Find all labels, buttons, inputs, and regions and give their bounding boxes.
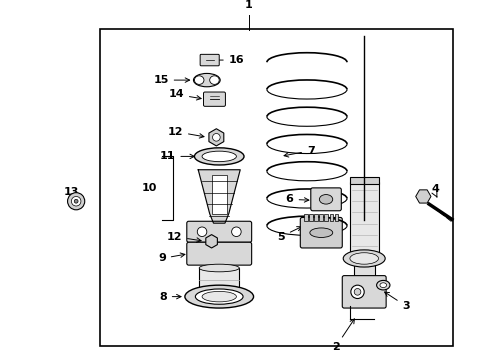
Bar [349, 182, 378, 254]
FancyBboxPatch shape [186, 221, 251, 242]
Text: 12: 12 [166, 231, 201, 242]
Ellipse shape [376, 280, 389, 290]
Bar [211, 175, 226, 213]
Circle shape [74, 199, 78, 203]
Ellipse shape [199, 291, 239, 298]
FancyBboxPatch shape [203, 92, 225, 106]
Bar [324, 213, 327, 221]
Ellipse shape [202, 151, 236, 162]
Text: 3: 3 [384, 292, 409, 311]
Text: 11: 11 [160, 152, 194, 161]
Ellipse shape [349, 253, 378, 264]
Text: 7: 7 [284, 146, 314, 157]
FancyBboxPatch shape [300, 217, 342, 248]
Text: 12: 12 [167, 127, 203, 138]
Circle shape [67, 193, 84, 210]
Ellipse shape [194, 76, 203, 84]
Text: 6: 6 [285, 194, 308, 204]
Ellipse shape [379, 283, 386, 288]
Text: 4: 4 [431, 184, 439, 194]
Polygon shape [198, 170, 240, 223]
Ellipse shape [231, 227, 241, 237]
Ellipse shape [193, 73, 220, 87]
Ellipse shape [343, 250, 385, 267]
Text: 5: 5 [277, 227, 301, 242]
Bar [353, 265, 374, 286]
Bar [319, 213, 323, 221]
FancyBboxPatch shape [342, 276, 386, 308]
Ellipse shape [184, 285, 253, 308]
Text: 2: 2 [331, 319, 354, 352]
Text: 8: 8 [159, 292, 181, 302]
Ellipse shape [194, 148, 244, 165]
Bar [304, 213, 307, 221]
Text: 10: 10 [142, 183, 157, 193]
Text: 15: 15 [153, 75, 189, 85]
FancyBboxPatch shape [310, 188, 341, 211]
Text: 9: 9 [158, 253, 184, 264]
Text: 13: 13 [63, 187, 79, 197]
Ellipse shape [195, 289, 243, 304]
Ellipse shape [309, 228, 332, 238]
FancyBboxPatch shape [186, 242, 251, 265]
Bar [100, 28, 452, 346]
Text: 1: 1 [244, 0, 252, 10]
Bar [314, 213, 318, 221]
Bar [308, 213, 312, 221]
Ellipse shape [353, 288, 360, 295]
Bar [334, 213, 338, 221]
Ellipse shape [199, 264, 239, 272]
Text: 14: 14 [168, 89, 201, 100]
FancyBboxPatch shape [200, 54, 219, 66]
Text: 16: 16 [204, 55, 244, 65]
Circle shape [212, 134, 220, 141]
Bar [199, 268, 239, 295]
Ellipse shape [197, 227, 206, 237]
Circle shape [71, 197, 81, 206]
Ellipse shape [202, 291, 236, 302]
Bar [349, 177, 378, 184]
Bar [329, 213, 333, 221]
Ellipse shape [209, 76, 219, 84]
Ellipse shape [319, 194, 332, 204]
Ellipse shape [350, 285, 364, 298]
